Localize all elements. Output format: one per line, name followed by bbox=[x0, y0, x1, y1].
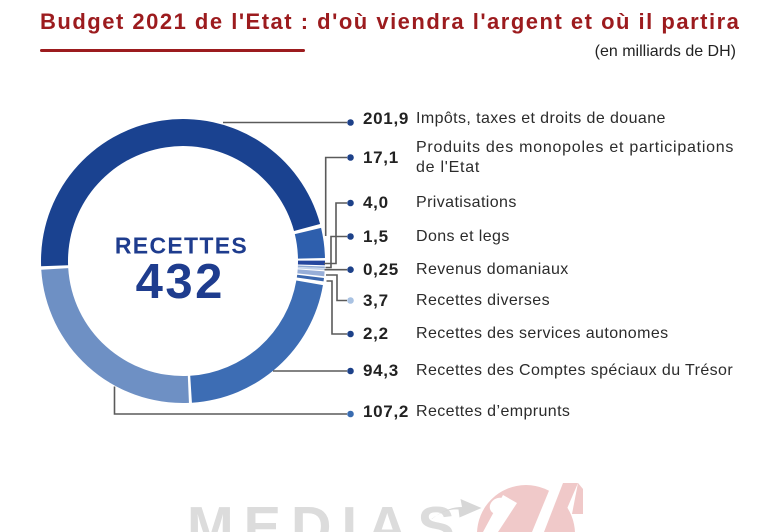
svg-text:MEDIAS: MEDIAS bbox=[187, 495, 465, 532]
